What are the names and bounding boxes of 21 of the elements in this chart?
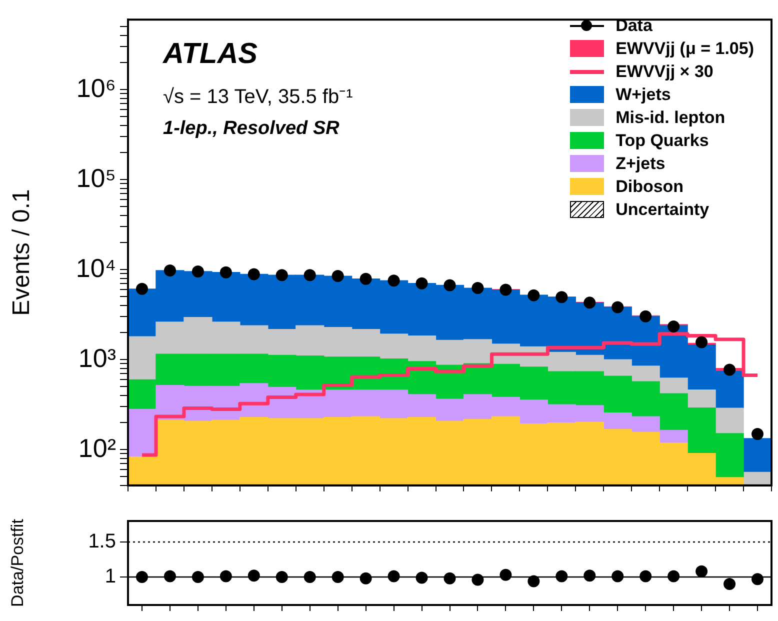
y-axis-title: Events / 0.1 — [8, 189, 36, 316]
y-tick-label: 10⁶ — [76, 72, 116, 103]
annotation: 1-lep., Resolved SR — [163, 118, 340, 140]
annotation: Uncertainty — [616, 199, 710, 221]
text: ATLAS — [163, 38, 258, 71]
legend-label: W+jets — [616, 84, 671, 106]
y-tick-label: 10⁴ — [76, 252, 116, 283]
legend-label: EWVVjj × 30 — [616, 61, 714, 83]
legend-label: Z+jets — [616, 153, 666, 175]
y-tick-label: 10² — [78, 432, 116, 463]
y-tick-label: 1.5 — [88, 530, 116, 553]
y-axis-title: Data/Postfit — [8, 518, 27, 607]
legend-label: Data — [616, 15, 652, 37]
legend-label: Diboson — [616, 176, 684, 198]
y-tick-label: 10³ — [78, 342, 116, 373]
y-tick-label: 1 — [104, 566, 116, 588]
legend-label: EWVVjj (μ = 1.05) — [616, 38, 754, 60]
y-tick-label: 10⁵ — [76, 162, 116, 193]
legend-label: Mis-id. lepton — [616, 107, 726, 129]
text: √s = 13 TeV, 35.5 fb⁻¹ — [163, 85, 353, 109]
legend-label: Top Quarks — [616, 130, 709, 152]
